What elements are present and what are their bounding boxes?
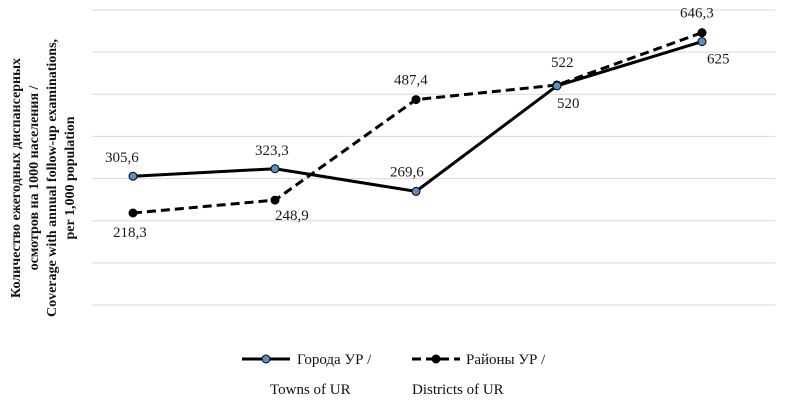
legend-marker-districts: [431, 354, 441, 364]
data-label-districts-3: 487,4: [394, 73, 428, 89]
data-label-districts-4: 522: [551, 55, 574, 71]
point-towns-1: [128, 171, 138, 181]
data-label-districts-2: 248,9: [275, 208, 309, 224]
data-label-towns-4: 520: [557, 96, 580, 112]
point-towns-3: [411, 186, 421, 196]
data-label-towns-3: 269,6: [390, 164, 424, 180]
legend-label-districts-en: Districts of UR: [412, 382, 504, 398]
point-towns-4: [552, 81, 562, 91]
y-axis-label-line-2: осмотров на 1000 населения /: [27, 84, 42, 270]
series-layer: [128, 28, 707, 218]
legend-item-towns: Города УР / Towns of UR: [242, 352, 372, 398]
y-axis-label: Количество ежегодных диспансерных осмотр…: [9, 39, 78, 317]
y-axis-label-line-1: Количество ежегодных диспансерных: [9, 58, 24, 298]
point-towns-2: [270, 164, 280, 174]
gridlines: [92, 9, 775, 306]
point-towns-5: [697, 37, 707, 47]
y-axis-label-line-3: Coverage with annual follow-up examinati…: [45, 39, 60, 317]
point-districts-1: [128, 208, 138, 218]
legend-marker-towns: [261, 354, 271, 364]
legend-item-districts: Районы УР / Districts of UR: [412, 352, 546, 398]
legend-label-towns-ru: Города УР /: [297, 352, 372, 368]
data-label-districts-1: 218,3: [113, 225, 147, 241]
point-districts-3: [411, 95, 421, 105]
legend-label-districts-ru: Районы УР /: [466, 352, 546, 368]
data-label-towns-5: 625: [707, 52, 730, 68]
point-districts-2: [270, 195, 280, 205]
point-districts-5: [697, 28, 707, 38]
data-label-towns-1: 305,6: [105, 150, 139, 166]
series-line-districts: [132, 31, 703, 215]
data-label-towns-2: 323,3: [255, 143, 289, 159]
data-labels: 305,6 323,3 269,6 520 625 218,3 248,9 487,4 522 6…: [105, 6, 730, 241]
legend-label-towns-en: Towns of UR: [270, 382, 351, 398]
data-label-districts-5: 646,3: [680, 6, 714, 22]
y-axis-label-line-4: per 1,000 population: [63, 116, 78, 239]
legend: Города УР / Towns of UR Районы УР / Dist…: [242, 352, 546, 398]
